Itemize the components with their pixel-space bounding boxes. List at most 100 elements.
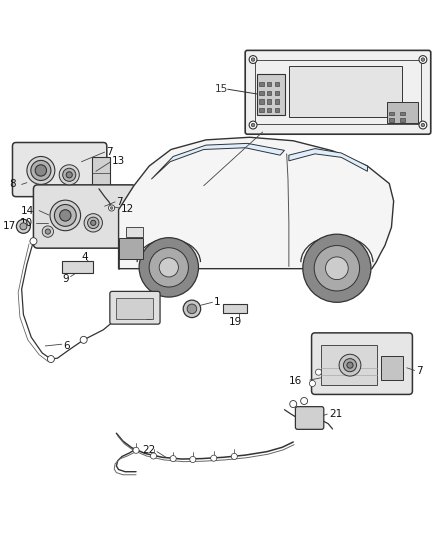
Bar	[259, 108, 264, 112]
Text: 17: 17	[3, 221, 16, 231]
FancyBboxPatch shape	[33, 185, 136, 248]
Text: 12: 12	[121, 204, 134, 214]
Circle shape	[347, 362, 353, 368]
Circle shape	[159, 258, 178, 277]
Bar	[400, 118, 405, 122]
Circle shape	[303, 234, 371, 302]
Bar	[381, 356, 403, 380]
Circle shape	[300, 398, 307, 405]
Circle shape	[30, 238, 37, 245]
Circle shape	[183, 300, 201, 318]
Bar	[267, 91, 272, 95]
Circle shape	[211, 455, 217, 461]
Circle shape	[419, 55, 427, 63]
Text: 14: 14	[21, 206, 35, 216]
Circle shape	[421, 123, 425, 127]
Circle shape	[309, 381, 315, 386]
Polygon shape	[119, 138, 394, 269]
Bar	[62, 261, 93, 273]
FancyBboxPatch shape	[245, 51, 431, 134]
Circle shape	[249, 121, 257, 129]
Circle shape	[59, 165, 79, 185]
Circle shape	[133, 447, 139, 454]
Bar	[387, 102, 418, 123]
Circle shape	[20, 223, 27, 230]
Text: 21: 21	[329, 409, 342, 419]
Text: 7: 7	[417, 366, 423, 376]
Bar	[267, 99, 272, 103]
Bar	[389, 118, 394, 122]
Circle shape	[35, 165, 46, 176]
Text: 8: 8	[10, 180, 16, 189]
Circle shape	[251, 123, 255, 127]
Circle shape	[27, 157, 55, 184]
Circle shape	[139, 238, 198, 297]
Text: 22: 22	[142, 445, 156, 455]
Bar	[275, 82, 279, 86]
Bar	[257, 74, 286, 116]
Bar	[120, 238, 144, 259]
Circle shape	[421, 58, 425, 61]
Circle shape	[325, 257, 348, 280]
Bar	[259, 99, 264, 103]
Circle shape	[251, 58, 255, 61]
Circle shape	[150, 453, 156, 459]
Bar	[255, 60, 421, 124]
Text: 13: 13	[112, 156, 125, 166]
Text: 6: 6	[63, 341, 70, 351]
Text: 7: 7	[117, 197, 123, 207]
Bar	[275, 99, 279, 103]
Bar	[275, 91, 279, 95]
Text: 19: 19	[229, 317, 242, 327]
Circle shape	[314, 246, 360, 291]
Circle shape	[290, 400, 297, 408]
Circle shape	[50, 200, 81, 231]
FancyBboxPatch shape	[311, 333, 413, 394]
Circle shape	[231, 454, 237, 459]
Bar	[92, 157, 110, 189]
Circle shape	[45, 229, 50, 234]
Bar	[223, 304, 247, 313]
Circle shape	[170, 456, 176, 462]
Circle shape	[419, 121, 427, 129]
Text: 15: 15	[215, 84, 228, 94]
Circle shape	[42, 226, 53, 237]
Bar	[127, 227, 143, 237]
Circle shape	[315, 369, 321, 375]
Bar	[321, 345, 378, 385]
Bar	[275, 108, 279, 112]
Polygon shape	[289, 149, 367, 171]
Text: 16: 16	[289, 376, 302, 386]
Circle shape	[109, 205, 115, 211]
Bar	[259, 82, 264, 86]
Text: 7: 7	[106, 147, 113, 157]
Circle shape	[66, 172, 72, 178]
Bar	[116, 298, 152, 319]
Bar	[259, 91, 264, 95]
Text: 1: 1	[214, 297, 220, 308]
Bar	[267, 82, 272, 86]
Text: 4: 4	[81, 252, 88, 262]
Circle shape	[54, 205, 76, 227]
Circle shape	[249, 55, 257, 63]
Circle shape	[47, 356, 54, 362]
FancyBboxPatch shape	[295, 407, 324, 430]
Circle shape	[16, 220, 30, 233]
Bar	[267, 108, 272, 112]
Circle shape	[339, 354, 361, 376]
Text: 10: 10	[19, 218, 32, 228]
Circle shape	[88, 217, 99, 229]
Circle shape	[190, 456, 196, 463]
Bar	[289, 66, 403, 117]
FancyBboxPatch shape	[110, 292, 160, 324]
Text: 2: 2	[145, 312, 152, 322]
Circle shape	[84, 214, 102, 232]
Text: 9: 9	[62, 274, 69, 284]
Circle shape	[149, 248, 188, 287]
Polygon shape	[151, 143, 285, 179]
Circle shape	[110, 207, 113, 209]
Circle shape	[31, 160, 51, 181]
Circle shape	[80, 336, 87, 343]
FancyBboxPatch shape	[12, 142, 107, 197]
Circle shape	[91, 220, 96, 225]
